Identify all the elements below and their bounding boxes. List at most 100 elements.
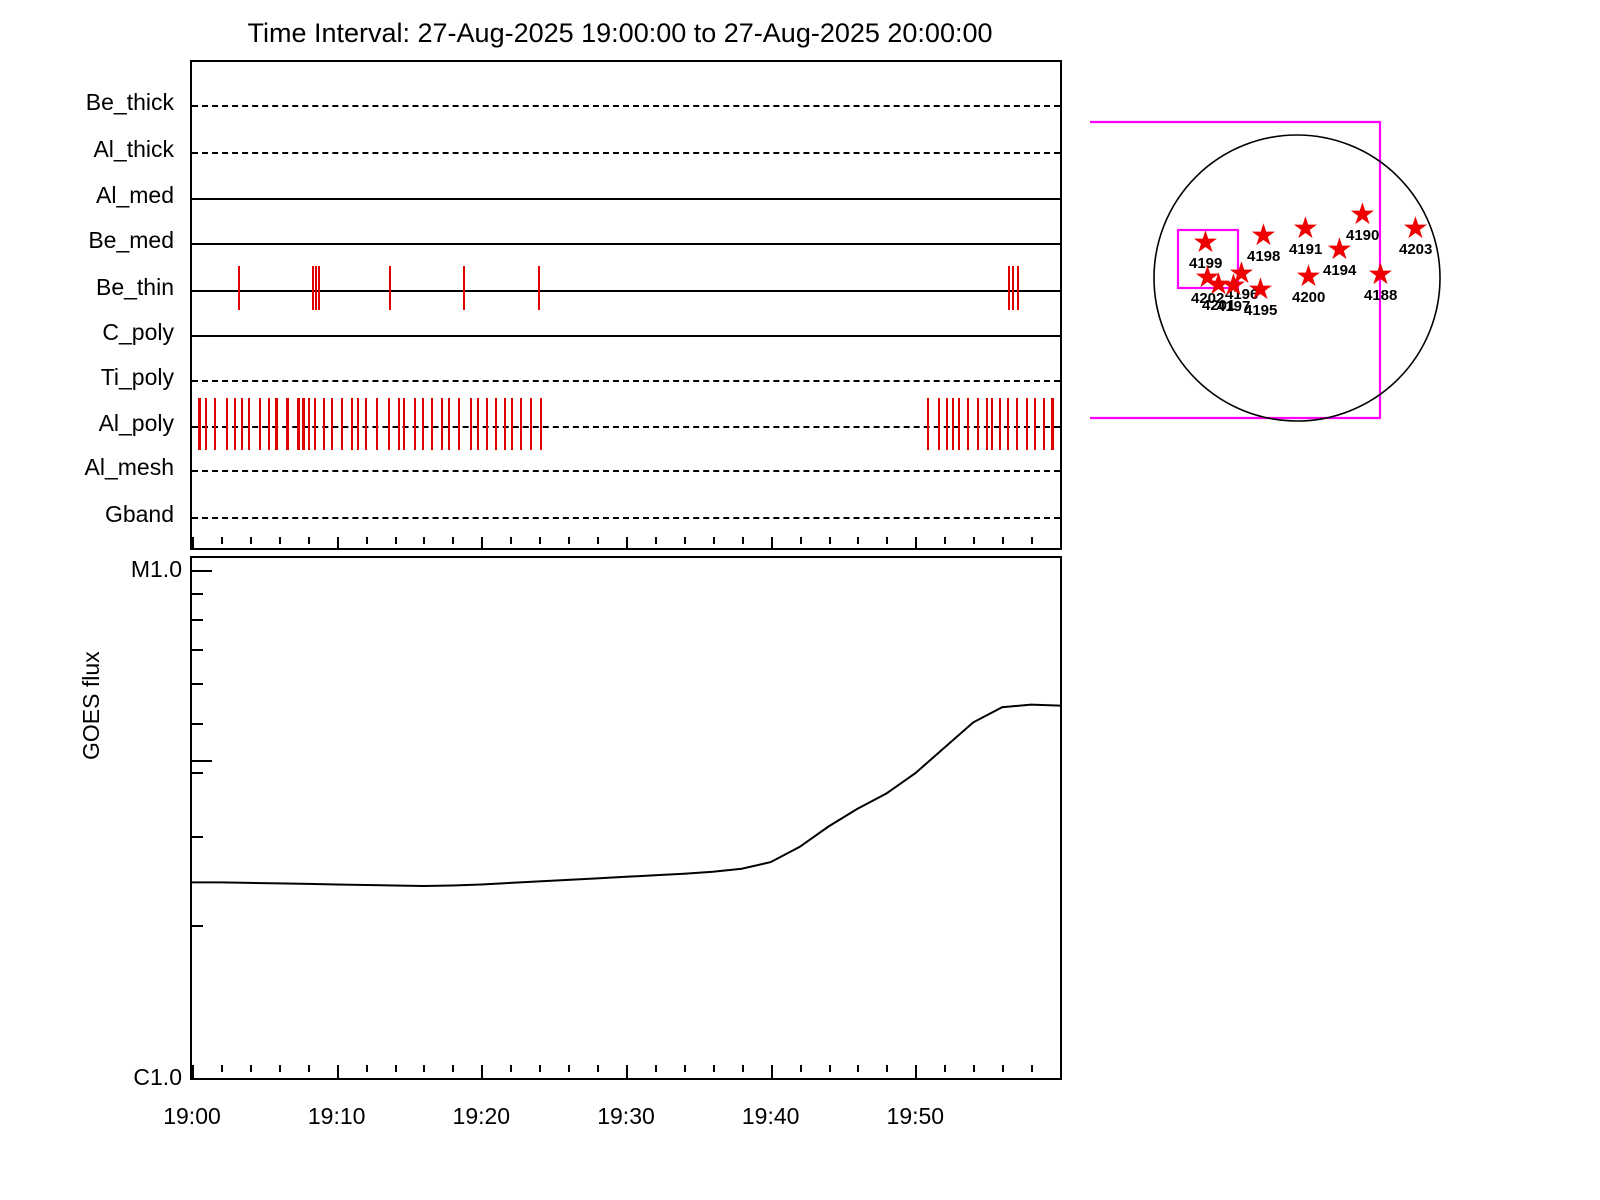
x-axis-tick-label: 19:10 (307, 1103, 366, 1129)
active-region-label-4195: 4195 (1244, 302, 1278, 319)
filter-label-al_thick: Al_thick (93, 136, 174, 162)
al-poly-event-tick (351, 398, 353, 450)
be-thin-event-tick (317, 266, 320, 310)
al-poly-event-tick (268, 398, 270, 450)
be-thin-event-tick (462, 266, 465, 310)
active-region-star-icon[interactable]: ★ (1220, 269, 1247, 302)
filter-guideline-ti_poly (192, 380, 1060, 382)
x-axis-tick (597, 1065, 599, 1072)
al-poly-event-tick (938, 398, 940, 450)
active-region-star-icon[interactable]: ★ (1192, 226, 1219, 259)
x-axis-tick (626, 1065, 628, 1078)
x-axis-tick (1060, 1065, 1062, 1078)
al-poly-event-tick (952, 398, 954, 450)
x-axis-tick (684, 537, 686, 544)
al-poly-event-tick (946, 398, 948, 450)
al-poly-event-tick (388, 398, 390, 450)
x-axis-tick (250, 1065, 252, 1072)
x-axis-tick (279, 537, 281, 544)
x-axis-tick (192, 1065, 194, 1078)
active-region-label-4190: 4190 (1346, 227, 1380, 244)
solar-limb-circle (1153, 134, 1441, 422)
x-axis-tick (481, 1065, 483, 1078)
active-region-star-icon[interactable]: ★ (1247, 273, 1274, 306)
y-axis-minor-tick (192, 593, 203, 595)
al-poly-event-tick (241, 398, 243, 450)
active-region-star-icon[interactable]: ★ (1295, 260, 1322, 293)
x-axis-tick (250, 537, 252, 544)
al-poly-event-tick (286, 398, 289, 450)
filter-label-gband: Gband (104, 501, 174, 527)
x-axis-tick (857, 1065, 859, 1072)
filter-guideline-gband (192, 517, 1060, 519)
x-axis-tick (337, 1065, 339, 1078)
goes-flux-panel (190, 556, 1062, 1080)
filter-guideline-al_med (192, 198, 1060, 200)
x-axis-tick (944, 1065, 946, 1072)
x-axis-tick (915, 1065, 917, 1078)
al-poly-event-tick (967, 398, 969, 450)
y-axis-tick-label: M1.0 (130, 556, 182, 582)
al-poly-event-tick (520, 398, 522, 450)
x-axis-tick (800, 1065, 802, 1072)
active-region-label-4198: 4198 (1247, 248, 1281, 265)
filter-guideline-be_thick (192, 105, 1060, 107)
al-poly-event-tick (458, 398, 460, 450)
x-axis-tick-label: 19:30 (597, 1103, 655, 1129)
al-poly-event-tick (1043, 398, 1045, 450)
be-thin-event-tick (388, 266, 391, 310)
active-region-star-icon[interactable]: ★ (1228, 257, 1255, 290)
active-region-label-4197: 4197 (1217, 298, 1251, 315)
active-region-label-4194: 4194 (1323, 262, 1357, 279)
y-axis-minor-tick (192, 683, 203, 685)
al-poly-event-tick (958, 398, 960, 450)
x-axis-tick (1002, 1065, 1004, 1072)
y-axis-minor-tick (192, 836, 203, 838)
active-region-star-icon[interactable]: ★ (1349, 198, 1376, 231)
active-region-label-4202: 4202 (1191, 290, 1225, 307)
be-thin-event-tick (314, 266, 317, 310)
al-poly-event-tick (414, 398, 416, 450)
al-poly-event-tick (341, 398, 343, 450)
al-poly-event-tick (314, 398, 316, 450)
active-region-star-icon[interactable]: ★ (1402, 212, 1429, 245)
y-axis-minor-tick (192, 772, 203, 774)
y-axis-major-tick (192, 570, 212, 572)
al-poly-event-tick (470, 398, 472, 450)
al-poly-event-tick (275, 398, 278, 450)
al-poly-event-tick (986, 398, 988, 450)
al-poly-event-tick (448, 398, 450, 450)
active-region-star-icon[interactable]: ★ (1367, 258, 1394, 291)
x-axis-tick (973, 537, 975, 544)
al-poly-event-tick (1016, 398, 1018, 450)
al-poly-event-tick (302, 398, 305, 450)
x-axis-tick (742, 1065, 744, 1072)
al-poly-event-tick (398, 398, 400, 450)
active-region-star-icon[interactable]: ★ (1250, 219, 1277, 252)
y-axis-minor-tick (192, 649, 203, 651)
active-region-star-icon[interactable]: ★ (1292, 212, 1319, 245)
active-region-star-icon[interactable]: ★ (1205, 268, 1232, 301)
x-axis-tick (771, 1065, 773, 1078)
active-region-star-icon[interactable]: ★ (1326, 233, 1353, 266)
be-thin-event-tick (312, 266, 315, 310)
x-axis-tick-label: 19:40 (741, 1103, 800, 1129)
x-axis-tick (308, 1065, 310, 1072)
x-axis-tick (829, 537, 831, 544)
active-region-star-icon[interactable]: ★ (1194, 261, 1221, 294)
x-axis-tick (886, 537, 888, 544)
x-axis-tick (423, 537, 425, 544)
x-axis-tick (337, 537, 339, 550)
be-thin-event-tick (1012, 266, 1015, 310)
x-axis-tick (771, 537, 773, 550)
al-poly-event-tick (511, 398, 513, 450)
al-poly-event-tick (1051, 398, 1054, 450)
fov-outline (1090, 120, 1382, 420)
x-axis-tick (423, 1065, 425, 1072)
al-poly-event-tick (403, 398, 405, 450)
x-axis-tick (366, 1065, 368, 1072)
filter-label-al_mesh: Al_mesh (84, 454, 174, 480)
solar-disk-svg (1090, 120, 1441, 422)
active-region-label-4191: 4191 (1289, 241, 1323, 258)
y-axis-label: GOES flux (78, 651, 104, 760)
